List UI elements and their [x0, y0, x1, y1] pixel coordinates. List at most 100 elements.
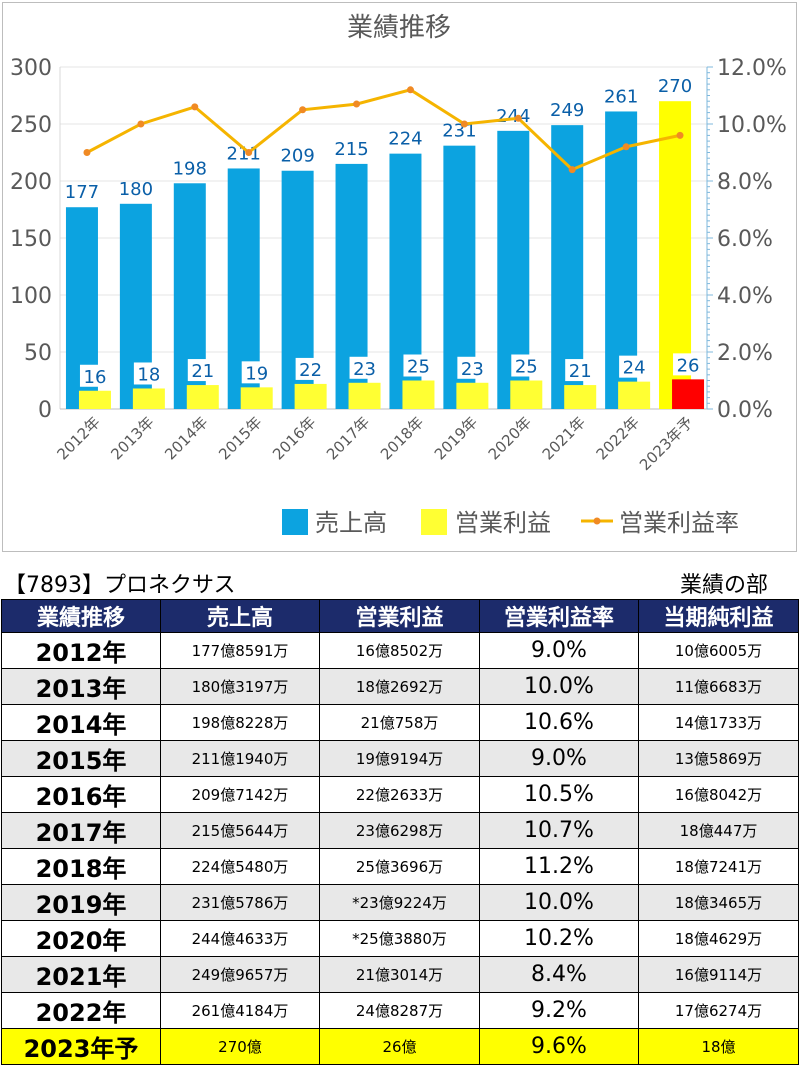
cell-period: 2020年 [1, 920, 161, 957]
chart-title: 業績推移 [347, 13, 451, 43]
operating-profit-value-label: 23 [353, 359, 376, 380]
op-label-background [565, 359, 596, 382]
table-row: 2015年 211億1940万 19億9194万 9.0% 13億5869万 [1, 740, 799, 777]
header-sales: 売上高 [160, 599, 320, 633]
legend-label-operating-profit: 営業利益 [455, 509, 551, 537]
cell-operating-profit: 24億8287万 [319, 992, 480, 1029]
cell-sales: 231億5786万 [160, 884, 320, 921]
cell-operating-profit: *25億3880万 [319, 920, 480, 957]
operating-profit-value-label: 23 [461, 359, 484, 380]
cell-operating-profit: 22億2633万 [319, 776, 480, 813]
x-tick-label: 2017年 [323, 413, 373, 463]
operating-profit-bar [456, 382, 489, 409]
cell-period: 2019年 [1, 884, 161, 921]
cell-sales: 270億 [160, 1028, 320, 1065]
cell-operating-profit: *23億9224万 [319, 884, 480, 921]
op-label-background [457, 356, 488, 379]
cell-sales: 224億5480万 [160, 848, 320, 885]
cell-operating-profit: 16億8502万 [319, 632, 480, 669]
operating-profit-bar [186, 385, 219, 409]
cell-operating-margin: 9.6% [479, 1028, 639, 1065]
header-net-income: 当期純利益 [638, 599, 799, 633]
op-label-background [511, 354, 542, 377]
operating-profit-bar [132, 388, 165, 409]
operating-profit-value-label: 24 [623, 358, 646, 379]
legend-swatch-operating-profit [421, 509, 447, 535]
operating-profit-value-label: 19 [245, 363, 268, 384]
cell-net-income: 18億 [638, 1028, 799, 1065]
legend-marker-operating-margin [593, 517, 601, 525]
operating-margin-point [245, 149, 253, 156]
cell-net-income: 16億8042万 [638, 776, 799, 813]
cell-net-income: 18億447万 [638, 812, 799, 849]
cell-period: 2014年 [1, 704, 161, 741]
op-label-background [295, 357, 326, 380]
y-left-tick-label: 100 [10, 284, 52, 309]
cell-period: 2018年 [1, 848, 161, 885]
company-code-label: 【7893】プロネクサス [4, 573, 236, 598]
operating-profit-bar [618, 381, 651, 409]
table-row: 2022年 261億4184万 24億8287万 9.2% 17億6274万 [1, 992, 799, 1029]
x-tick-label: 2021年 [539, 413, 589, 463]
cell-period: 2017年 [1, 812, 161, 849]
op-label-background [79, 364, 110, 387]
operating-profit-value-label: 18 [137, 364, 160, 385]
table-row: 2017年 215億5644万 23億6298万 10.7% 18億447万 [1, 812, 799, 849]
cell-sales: 244億4633万 [160, 920, 320, 957]
table-row: 2012年 177億8591万 16億8502万 9.0% 10億6005万 [1, 632, 799, 669]
cell-operating-margin: 11.2% [479, 848, 639, 885]
cell-operating-profit: 18億2692万 [319, 668, 480, 705]
cell-period: 2013年 [1, 668, 161, 705]
x-tick-label: 2015年 [215, 413, 265, 463]
cell-operating-margin: 9.0% [479, 740, 639, 777]
cell-net-income: 18億7241万 [638, 848, 799, 885]
y-right-tick-label: 6.0% [717, 227, 773, 252]
x-tick-label: 2023年予 [636, 413, 697, 474]
y-left-tick-label: 250 [10, 113, 52, 138]
cell-net-income: 16億9114万 [638, 956, 799, 993]
y-left-tick-label: 50 [24, 341, 52, 366]
cell-operating-profit: 25億3696万 [319, 848, 480, 885]
x-tick-label: 2013年 [107, 413, 157, 463]
op-label-background [403, 354, 434, 377]
cell-operating-margin: 10.5% [479, 776, 639, 813]
cell-operating-margin: 10.2% [479, 920, 639, 957]
sales-value-label: 215 [334, 139, 368, 160]
cell-period: 2021年 [1, 956, 161, 993]
op-label-background [673, 353, 704, 376]
sales-value-label: 209 [280, 146, 314, 167]
operating-profit-bar [564, 385, 597, 409]
y-left-tick-label: 150 [10, 227, 52, 252]
table-row: 2020年 244億4633万 *25億3880万 10.2% 18億4629万 [1, 920, 799, 957]
chart-panel: 業績推移 0 50 100 150 200 250 300 0.0% 2.0% 4.0% 6.0% 8.… [2, 2, 797, 552]
cell-operating-profit: 23億6298万 [319, 812, 480, 849]
cell-operating-margin: 9.2% [479, 992, 639, 1029]
cell-sales: 198億8228万 [160, 704, 320, 741]
x-tick-label: 2020年 [485, 413, 535, 463]
sales-value-label: 180 [119, 179, 153, 200]
cell-net-income: 11億6683万 [638, 668, 799, 705]
table-caption-row: 【7893】プロネクサス 業績の部 [0, 567, 800, 599]
section-label: 業績の部 [679, 573, 768, 598]
cell-period: 2015年 [1, 740, 161, 777]
operating-profit-value-label: 21 [191, 361, 214, 382]
cell-operating-margin: 10.0% [479, 668, 639, 705]
header-operating-margin: 営業利益率 [479, 599, 639, 633]
cell-sales: 249億9657万 [160, 956, 320, 993]
y-left-tick-label: 0 [38, 398, 52, 423]
operating-margin-point [568, 166, 576, 174]
operating-margin-line [86, 88, 681, 172]
legend-label-sales: 売上高 [315, 509, 387, 537]
operating-profit-bar [348, 382, 381, 409]
legend-label-operating-margin: 営業利益率 [619, 509, 739, 537]
y-right-tick-label: 10.0% [717, 113, 787, 138]
cell-operating-profit: 26億 [319, 1028, 480, 1065]
operating-margin-point [137, 120, 145, 128]
cell-operating-margin: 10.7% [479, 812, 639, 849]
table-row: 2016年 209億7142万 22億2633万 10.5% 16億8042万 [1, 776, 799, 813]
cell-net-income: 14億1733万 [638, 704, 799, 741]
op-label-background [187, 359, 218, 382]
operating-profit-bar [78, 390, 111, 409]
operating-profit-value-label: 21 [569, 361, 592, 382]
table-body: 2012年 177億8591万 16億8502万 9.0% 10億6005万 2013年 1… [1, 632, 799, 1065]
